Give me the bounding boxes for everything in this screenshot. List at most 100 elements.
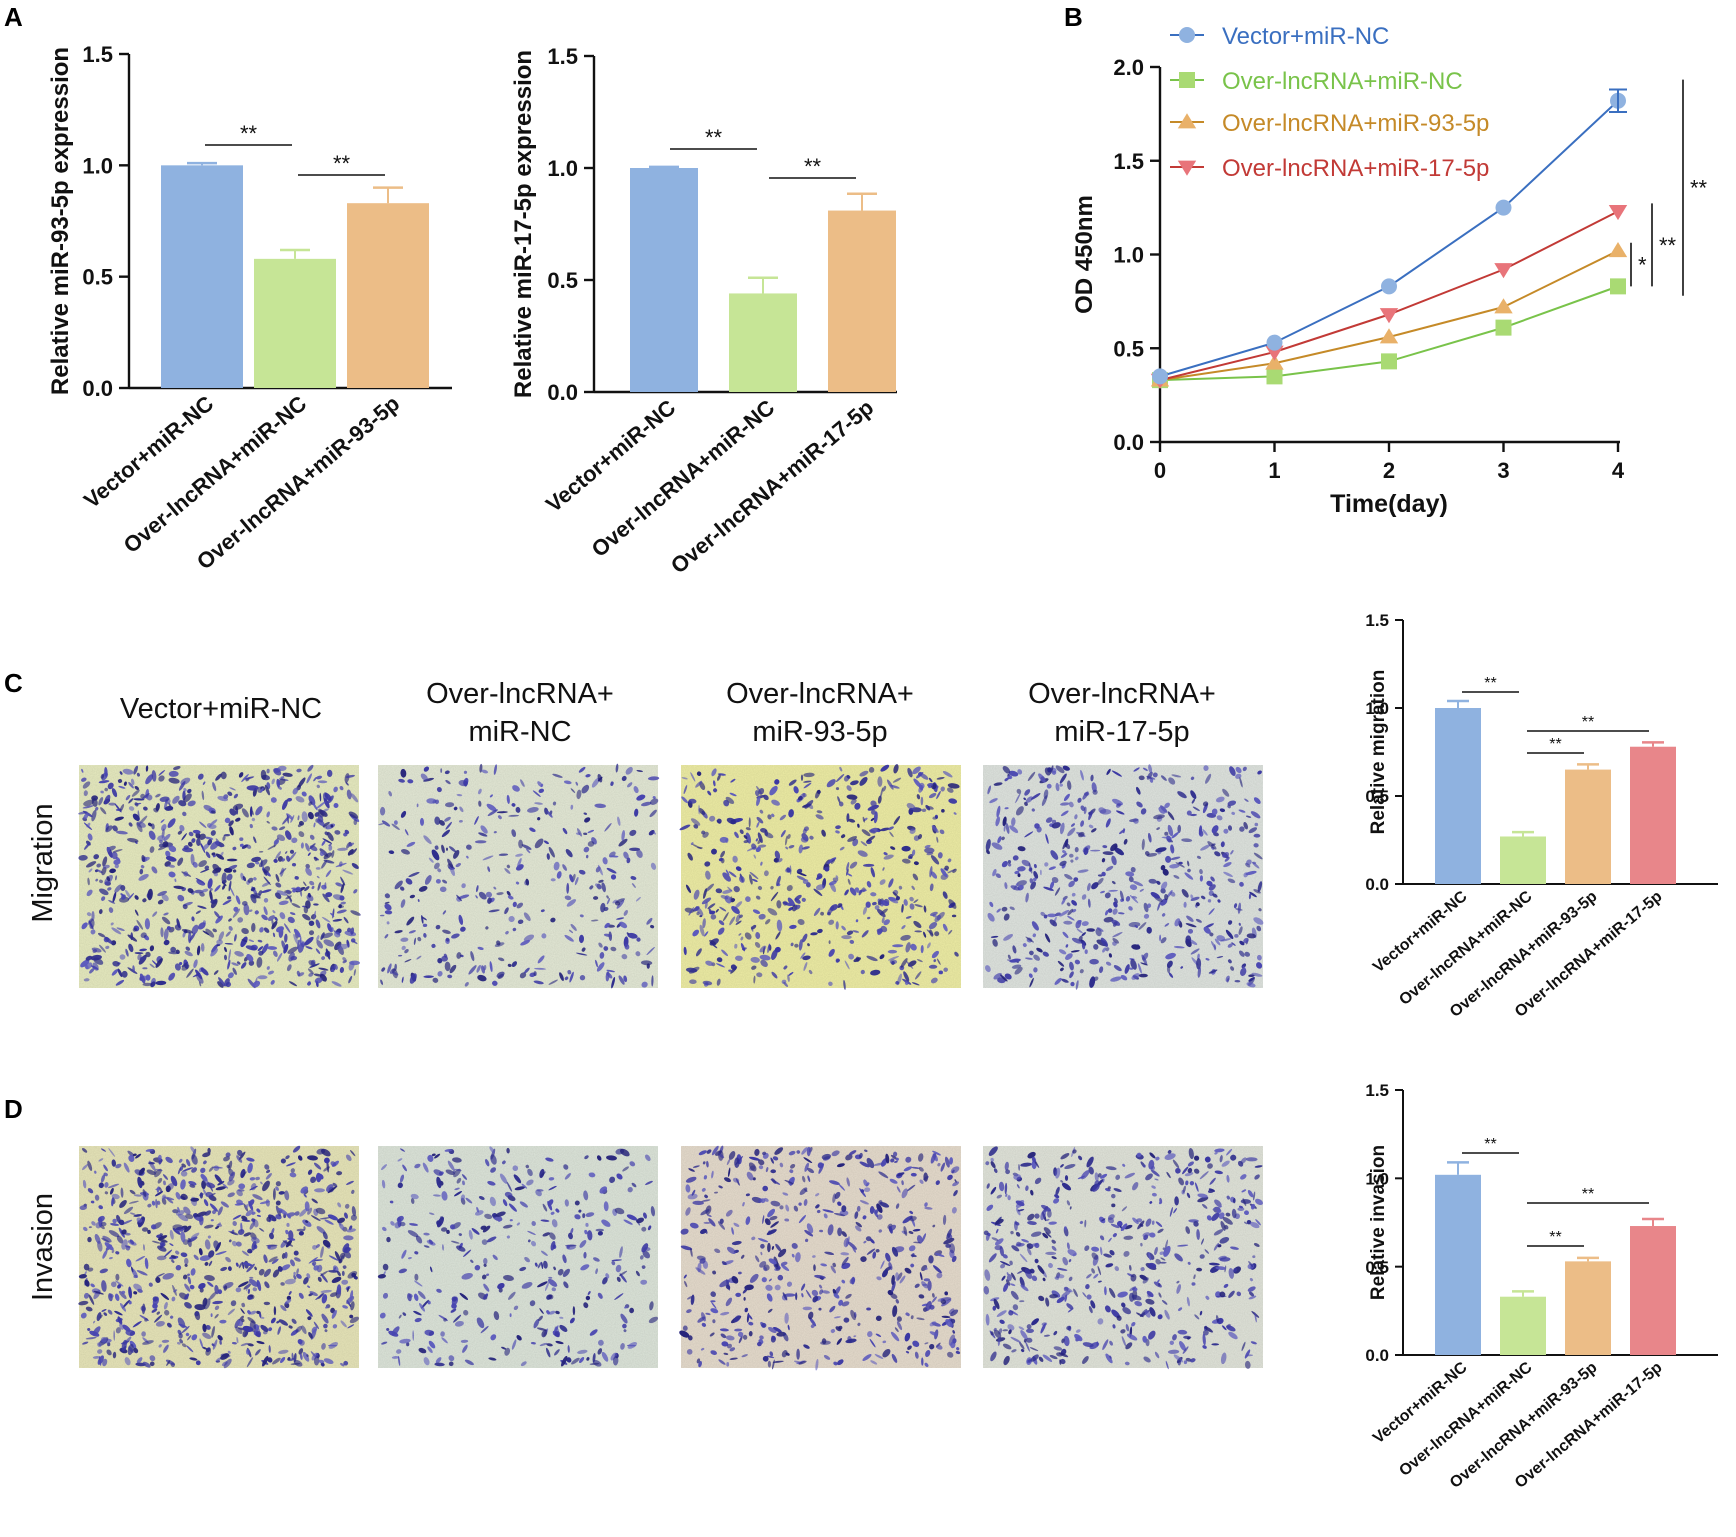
- cell: [196, 879, 206, 886]
- cell: [759, 954, 771, 961]
- cell: [119, 771, 123, 775]
- cell: [716, 978, 721, 986]
- cell: [863, 863, 875, 867]
- cell: [947, 868, 956, 874]
- marker-triangle-down: [1379, 308, 1399, 324]
- cell: [1047, 913, 1057, 918]
- cell: [338, 861, 343, 867]
- cell: [308, 972, 314, 977]
- cell: [405, 878, 413, 885]
- cell: [789, 865, 792, 875]
- cell: [780, 829, 786, 838]
- cell: [433, 862, 440, 870]
- bar-3: [347, 203, 429, 388]
- cell: [345, 774, 356, 778]
- cell: [685, 884, 692, 894]
- cell: [929, 929, 934, 937]
- cell: [123, 781, 127, 786]
- cell: [903, 899, 908, 906]
- micrograph-invasion-2: [377, 1146, 659, 1368]
- bar-1: [1435, 708, 1481, 884]
- cell: [228, 820, 234, 827]
- cell: [243, 903, 250, 916]
- cell: [461, 883, 466, 889]
- cell: [874, 905, 880, 910]
- cell: [134, 895, 139, 900]
- cell: [275, 873, 280, 883]
- cell: [439, 886, 447, 893]
- cell: [284, 933, 288, 943]
- cell: [308, 930, 315, 936]
- cell: [562, 864, 567, 871]
- cell: [455, 863, 462, 868]
- marker-triangle-up: [1379, 328, 1399, 344]
- marker-square: [1179, 72, 1195, 88]
- cell: [333, 803, 339, 808]
- cell: [227, 791, 233, 796]
- cell: [130, 778, 135, 786]
- cell: [442, 929, 451, 934]
- cell: [816, 873, 823, 879]
- cell: [237, 917, 244, 923]
- cell: [178, 780, 186, 791]
- y-tick-label: 1.0: [1365, 699, 1389, 718]
- cell: [201, 888, 209, 893]
- cell: [174, 878, 177, 883]
- cell: [263, 876, 271, 886]
- cell: [222, 884, 226, 890]
- cell: [889, 959, 898, 965]
- cell: [559, 972, 564, 981]
- cell: [887, 949, 898, 954]
- cell: [795, 1292, 798, 1301]
- cell: [437, 868, 442, 873]
- panel-label-b: B: [1064, 2, 1083, 32]
- cell: [108, 802, 117, 806]
- cell: [774, 779, 780, 785]
- cell: [305, 867, 312, 876]
- cell: [278, 900, 289, 906]
- cell: [843, 979, 846, 990]
- cell: [323, 808, 329, 812]
- cell: [294, 876, 299, 880]
- cell: [890, 846, 896, 850]
- cell: [302, 913, 311, 921]
- cell: [581, 947, 586, 952]
- cell: [689, 979, 697, 985]
- cell: [835, 787, 840, 791]
- bar-4: [1630, 746, 1676, 884]
- cell: [174, 963, 181, 971]
- cell: [249, 824, 253, 829]
- cell: [316, 940, 323, 949]
- cell: [202, 930, 210, 936]
- cell: [770, 885, 774, 890]
- cell: [847, 836, 857, 842]
- cell: [141, 792, 150, 801]
- cell: [177, 830, 182, 835]
- cell: [448, 846, 457, 853]
- cell: [340, 901, 346, 905]
- cell: [100, 790, 104, 794]
- cell: [688, 907, 694, 916]
- cell: [384, 934, 389, 939]
- cell: [353, 889, 358, 894]
- cell: [553, 861, 560, 871]
- cell: [133, 765, 139, 775]
- cell: [111, 927, 122, 935]
- cell: [873, 811, 878, 824]
- cell: [941, 809, 945, 813]
- cell: [616, 900, 625, 909]
- cell: [313, 910, 316, 920]
- cell: [136, 822, 143, 833]
- cell: [794, 904, 801, 910]
- cell: [782, 900, 788, 906]
- cell: [745, 827, 751, 831]
- cell: [297, 972, 305, 977]
- cell: [837, 796, 841, 804]
- cell: [475, 895, 478, 899]
- cell: [844, 960, 850, 970]
- cell: [232, 803, 244, 811]
- significance-label: **: [1484, 1136, 1496, 1153]
- cell: [417, 899, 420, 902]
- cell: [301, 791, 307, 797]
- cell: [322, 821, 330, 828]
